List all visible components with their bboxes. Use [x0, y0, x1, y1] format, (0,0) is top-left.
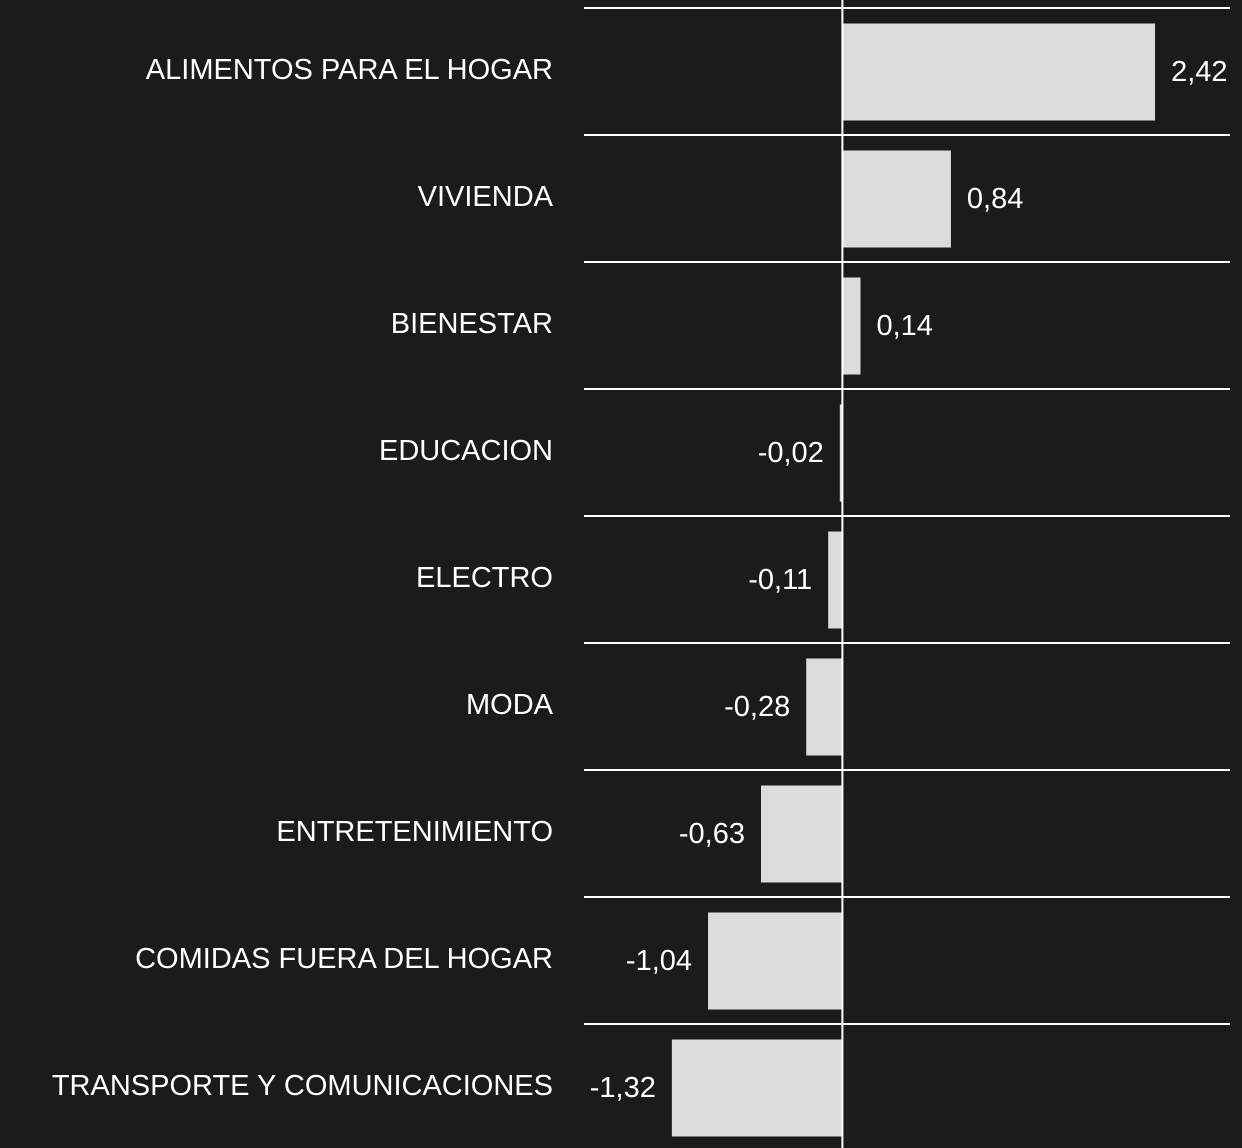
value-label: -0,11: [748, 564, 812, 596]
category-label: VIVIENDA: [418, 181, 554, 213]
category-label: EDUCACION: [379, 435, 553, 467]
category-label: MODA: [466, 689, 554, 721]
bar: [842, 23, 1156, 121]
bar: [842, 150, 951, 248]
bar: [671, 1039, 843, 1137]
category-label: ENTRETENIMIENTO: [276, 816, 553, 848]
category-label: BIENESTAR: [391, 308, 553, 340]
value-label: -1,04: [626, 945, 692, 977]
bar: [708, 912, 843, 1010]
bar: [761, 785, 843, 883]
bar: [806, 658, 843, 756]
value-label: 2,42: [1171, 56, 1227, 88]
value-label: -0,63: [679, 818, 745, 850]
category-label: TRANSPORTE Y COMUNICACIONES: [52, 1070, 553, 1102]
category-label: ELECTRO: [416, 562, 553, 594]
value-label: -0,02: [758, 437, 824, 469]
bar: [828, 531, 843, 629]
value-label: 0,14: [876, 310, 932, 342]
value-label: -1,32: [590, 1072, 656, 1104]
category-label: ALIMENTOS PARA EL HOGAR: [146, 54, 553, 86]
bar: [842, 277, 861, 375]
bar: [839, 404, 843, 502]
value-label: 0,84: [967, 183, 1023, 215]
category-label: COMIDAS FUERA DEL HOGAR: [135, 943, 553, 975]
value-label: -0,28: [724, 691, 790, 723]
